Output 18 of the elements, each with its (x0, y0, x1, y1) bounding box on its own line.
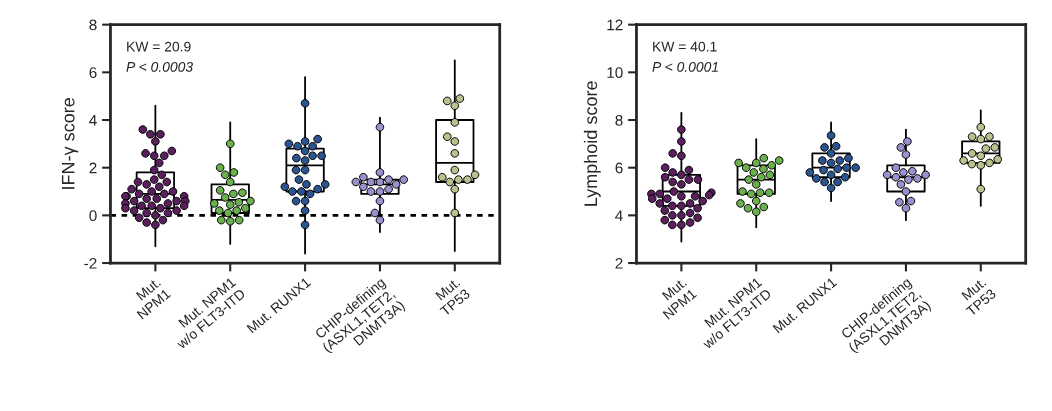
y-tick-label: 4 (89, 115, 97, 126)
y-tick-label: 4 (615, 210, 623, 221)
annotation: P < 0.0001 (652, 61, 718, 72)
annotation: KW = 40.1 (653, 41, 717, 52)
annotation: KW = 20.9 (127, 41, 191, 52)
y-tick-label: 6 (89, 67, 97, 79)
y-tick-label: 10 (607, 67, 623, 79)
y-tick-label: 6 (615, 162, 623, 174)
y-tick-label: 0 (89, 210, 97, 222)
y-axis-title: Lymphoid score (583, 81, 601, 206)
y-axis-title: IFN-γ score (61, 98, 79, 189)
y-tick-label: 8 (89, 19, 97, 31)
y-tick-label: 2 (89, 162, 97, 174)
y-tick-label: 2 (615, 257, 623, 269)
y-tick-label: 8 (615, 114, 623, 126)
y-tick-label: -2 (84, 257, 97, 269)
annotation: P < 0.0003 (126, 61, 193, 72)
y-tick-label: 12 (607, 19, 623, 31)
